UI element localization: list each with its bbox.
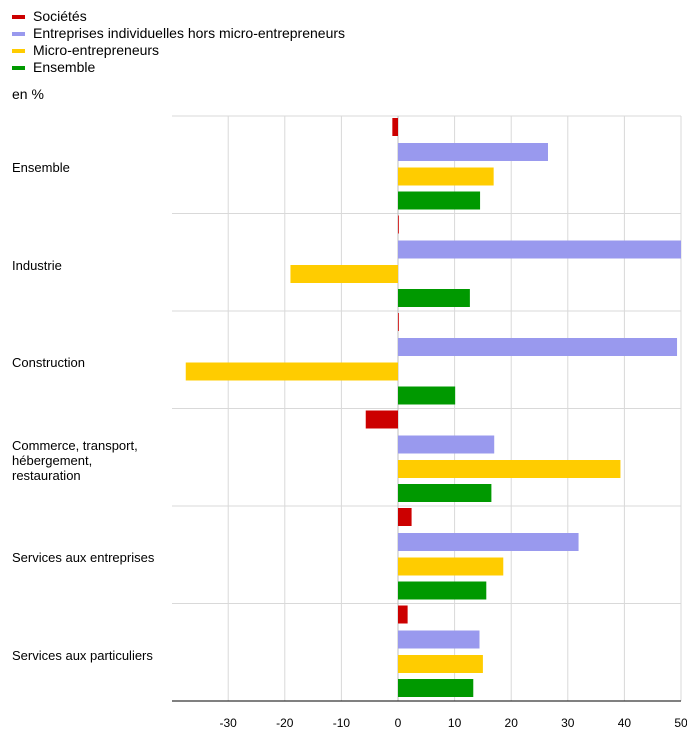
legend-item: Entreprises individuelles hors micro-ent… <box>12 25 345 42</box>
bar <box>398 313 399 331</box>
legend-label: Ensemble <box>33 59 96 75</box>
category-label-line: Ensemble <box>12 160 70 176</box>
category-label: Ensemble <box>12 160 172 175</box>
category-label-line: Construction <box>12 355 85 371</box>
category-label: Construction <box>12 355 172 370</box>
bar <box>290 265 398 283</box>
bar <box>398 508 412 526</box>
bar <box>398 605 408 624</box>
legend-item: Sociétés <box>12 8 345 25</box>
bar <box>185 362 398 381</box>
category-label-line: Services aux particuliers <box>12 647 153 663</box>
bar <box>365 410 398 429</box>
x-tick-label: 0 <box>395 716 402 730</box>
bar <box>398 143 548 161</box>
bar <box>398 630 480 649</box>
x-tick-label: 40 <box>618 716 632 730</box>
bar <box>398 386 456 405</box>
x-tick-label: -10 <box>333 716 351 730</box>
legend: Sociétés Entreprises individuelles hors m… <box>12 8 345 76</box>
x-tick-label: 10 <box>448 716 462 730</box>
legend-label: Sociétés <box>33 8 87 24</box>
bar <box>398 484 492 502</box>
legend-swatch <box>12 65 25 70</box>
category-label: Services aux entreprises <box>12 550 172 565</box>
category-label-line: hébergement, <box>12 452 93 468</box>
category-label: Commerce, transport, hébergement, restaura… <box>12 438 172 483</box>
unit-label: en % <box>12 86 44 102</box>
legend-swatch <box>12 48 25 53</box>
bar <box>398 581 487 600</box>
bar <box>398 338 678 356</box>
bar <box>398 191 481 210</box>
x-tick-label: 20 <box>505 716 519 730</box>
bar <box>398 240 681 259</box>
bar <box>398 289 470 307</box>
x-tick-label: 30 <box>561 716 575 730</box>
bar <box>392 118 398 136</box>
legend-item: Ensemble <box>12 59 345 76</box>
bar <box>398 655 483 673</box>
category-label: Industrie <box>12 258 172 273</box>
bar <box>398 167 494 186</box>
category-label-line: Industrie <box>12 257 62 273</box>
legend-swatch <box>12 31 25 36</box>
category-label: Services aux particuliers <box>12 648 172 663</box>
legend-label: Entreprises individuelles hors micro-ent… <box>33 25 346 41</box>
x-tick-label: 50 <box>674 716 687 730</box>
x-tick-label: -20 <box>276 716 294 730</box>
bar <box>398 460 621 478</box>
legend-label: Micro-entrepreneurs <box>33 42 160 58</box>
category-label-line: Services aux entreprises <box>12 550 155 566</box>
bar <box>398 533 579 551</box>
bar <box>398 679 474 697</box>
legend-item: Micro-entrepreneurs <box>12 42 345 59</box>
category-label-line: Commerce, transport, <box>12 437 138 453</box>
category-label-line: restauration <box>12 467 81 483</box>
bar <box>398 215 399 234</box>
x-tick-label: -30 <box>220 716 238 730</box>
legend-swatch <box>12 14 25 19</box>
bar <box>398 435 495 454</box>
bar <box>398 557 504 576</box>
